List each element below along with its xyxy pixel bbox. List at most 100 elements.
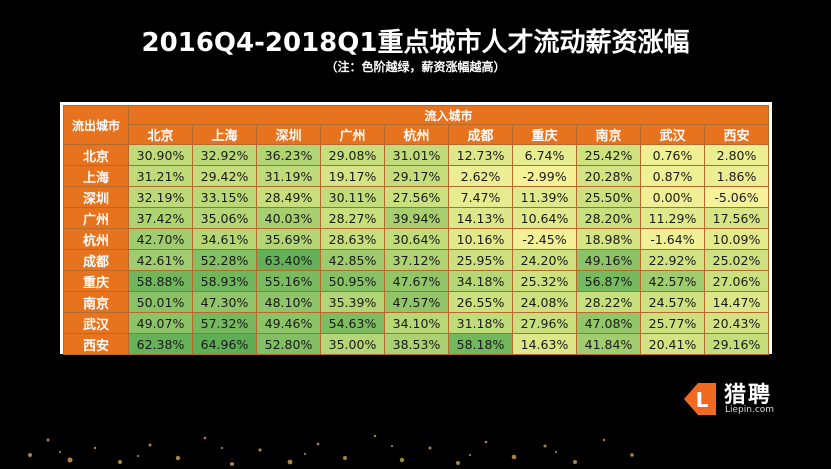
table-cell: 35.00% bbox=[320, 333, 385, 355]
table-cell: 2.62% bbox=[448, 165, 513, 187]
table-cell: 34.18% bbox=[448, 270, 513, 292]
table-cell: 47.57% bbox=[384, 291, 449, 313]
table-cell: 62.38% bbox=[128, 333, 193, 355]
table-cell: 28.49% bbox=[256, 186, 321, 208]
table-cell: 10.64% bbox=[512, 207, 577, 229]
table-cell: 42.70% bbox=[128, 228, 193, 250]
column-header: 南京 bbox=[576, 124, 641, 145]
table-row: 深圳 32.19% 33.15% 28.49% 30.11% 27.56% 7.47% 11.… bbox=[63, 186, 769, 208]
table-cell: 25.02% bbox=[704, 249, 769, 271]
table-cell: 30.64% bbox=[384, 228, 449, 250]
row-header: 上海 bbox=[63, 165, 129, 187]
table-cell: 49.46% bbox=[256, 312, 321, 334]
row-header: 深圳 bbox=[63, 186, 129, 208]
table-cell: 28.20% bbox=[576, 207, 641, 229]
table-cell: 49.16% bbox=[576, 249, 641, 271]
table-cell: 17.56% bbox=[704, 207, 769, 229]
table-cell: 25.50% bbox=[576, 186, 641, 208]
table-cell: 30.90% bbox=[128, 144, 193, 166]
table-row: 成都 42.61% 52.28% 63.40% 42.85% 37.12% 25.95% 24… bbox=[63, 249, 769, 271]
liepin-logo: L 猎聘 Liepin.com bbox=[678, 375, 798, 421]
table-cell: 33.15% bbox=[192, 186, 257, 208]
table-cell: 30.11% bbox=[320, 186, 385, 208]
table-cell: 29.08% bbox=[320, 144, 385, 166]
badge-letter: L bbox=[696, 388, 709, 412]
table-cell: 37.42% bbox=[128, 207, 193, 229]
table-cell: 20.28% bbox=[576, 165, 641, 187]
table-cell: 2.80% bbox=[704, 144, 769, 166]
table-row: 重庆 58.88% 58.93% 55.16% 50.95% 47.67% 34.18% 25… bbox=[63, 270, 769, 292]
inbound-city-header: 流入城市 bbox=[128, 105, 769, 125]
table-cell: 28.22% bbox=[576, 291, 641, 313]
table-cell: 57.32% bbox=[192, 312, 257, 334]
table-cell: 31.21% bbox=[128, 165, 193, 187]
table-cell: 34.10% bbox=[384, 312, 449, 334]
table-cell: 54.63% bbox=[320, 312, 385, 334]
table-cell: 28.27% bbox=[320, 207, 385, 229]
page-subtitle: （注：色阶越绿，薪资涨幅越高） bbox=[325, 60, 506, 74]
table-cell: 25.95% bbox=[448, 249, 513, 271]
table-cell: 20.41% bbox=[640, 333, 705, 355]
table-cell: 22.92% bbox=[640, 249, 705, 271]
table-cell: 47.67% bbox=[384, 270, 449, 292]
table-cell: 40.03% bbox=[256, 207, 321, 229]
table-cell: 7.47% bbox=[448, 186, 513, 208]
table-row: 杭州 42.70% 34.61% 35.69% 28.63% 30.64% 10.16% -2… bbox=[63, 228, 769, 250]
table-cell: 55.16% bbox=[256, 270, 321, 292]
table-cell: 0.87% bbox=[640, 165, 705, 187]
table-cell: 24.08% bbox=[512, 291, 577, 313]
column-header: 杭州 bbox=[384, 124, 449, 145]
table-cell: 38.53% bbox=[384, 333, 449, 355]
page-title: 2016Q4-2018Q1重点城市人才流动薪资涨幅 bbox=[141, 28, 690, 58]
table-row: 北京 30.90% 32.92% 36.23% 29.08% 31.01% 12.73% 6.… bbox=[63, 144, 769, 166]
table-cell: 14.13% bbox=[448, 207, 513, 229]
column-header: 重庆 bbox=[512, 124, 577, 145]
table-cell: 32.19% bbox=[128, 186, 193, 208]
table-cell: 39.94% bbox=[384, 207, 449, 229]
table-cell: 11.29% bbox=[640, 207, 705, 229]
table-cell: 12.73% bbox=[448, 144, 513, 166]
column-header-row: 北京 上海 深圳 广州 杭州 成都 重庆 南京 武汉 西安 bbox=[64, 124, 769, 145]
table-cell: 32.92% bbox=[192, 144, 257, 166]
table-cell: 31.01% bbox=[384, 144, 449, 166]
column-header: 广州 bbox=[320, 124, 385, 145]
table-cell: 35.39% bbox=[320, 291, 385, 313]
row-header: 武汉 bbox=[63, 312, 129, 334]
table-cell: 24.20% bbox=[512, 249, 577, 271]
table-cell: 35.06% bbox=[192, 207, 257, 229]
table-cell: 6.74% bbox=[512, 144, 577, 166]
table-cell: 0.00% bbox=[640, 186, 705, 208]
table-cell: 47.08% bbox=[576, 312, 641, 334]
table-cell: 29.17% bbox=[384, 165, 449, 187]
table-cell: 25.77% bbox=[640, 312, 705, 334]
row-header: 广州 bbox=[63, 207, 129, 229]
column-header: 武汉 bbox=[640, 124, 705, 145]
table-cell: 50.95% bbox=[320, 270, 385, 292]
table-cell: -5.06% bbox=[704, 186, 769, 208]
table-cell: 36.23% bbox=[256, 144, 321, 166]
table-row: 上海 31.21% 29.42% 31.19% 19.17% 29.17% 2.62% -2.… bbox=[63, 165, 769, 187]
table-cell: 49.07% bbox=[128, 312, 193, 334]
table-cell: 29.16% bbox=[704, 333, 769, 355]
table-cell: 26.55% bbox=[448, 291, 513, 313]
table-cell: 63.40% bbox=[256, 249, 321, 271]
table-cell: 27.06% bbox=[704, 270, 769, 292]
table-cell: -2.45% bbox=[512, 228, 577, 250]
table-cell: 1.86% bbox=[704, 165, 769, 187]
table-cell: 42.85% bbox=[320, 249, 385, 271]
table-cell: 0.76% bbox=[640, 144, 705, 166]
column-header: 北京 bbox=[128, 124, 193, 145]
logo-name: 猎聘 bbox=[724, 383, 773, 408]
table-cell: 20.43% bbox=[704, 312, 769, 334]
table-cell: 47.30% bbox=[192, 291, 257, 313]
table-cell: 35.69% bbox=[256, 228, 321, 250]
table-cell: 18.98% bbox=[576, 228, 641, 250]
table-cell: 25.42% bbox=[576, 144, 641, 166]
table-cell: 52.28% bbox=[192, 249, 257, 271]
row-header: 成都 bbox=[63, 249, 129, 271]
table-cell: 34.61% bbox=[192, 228, 257, 250]
table-cell: 56.87% bbox=[576, 270, 641, 292]
sparkle-decoration bbox=[28, 434, 634, 466]
table-cell: 10.09% bbox=[704, 228, 769, 250]
table-cell: 64.96% bbox=[192, 333, 257, 355]
